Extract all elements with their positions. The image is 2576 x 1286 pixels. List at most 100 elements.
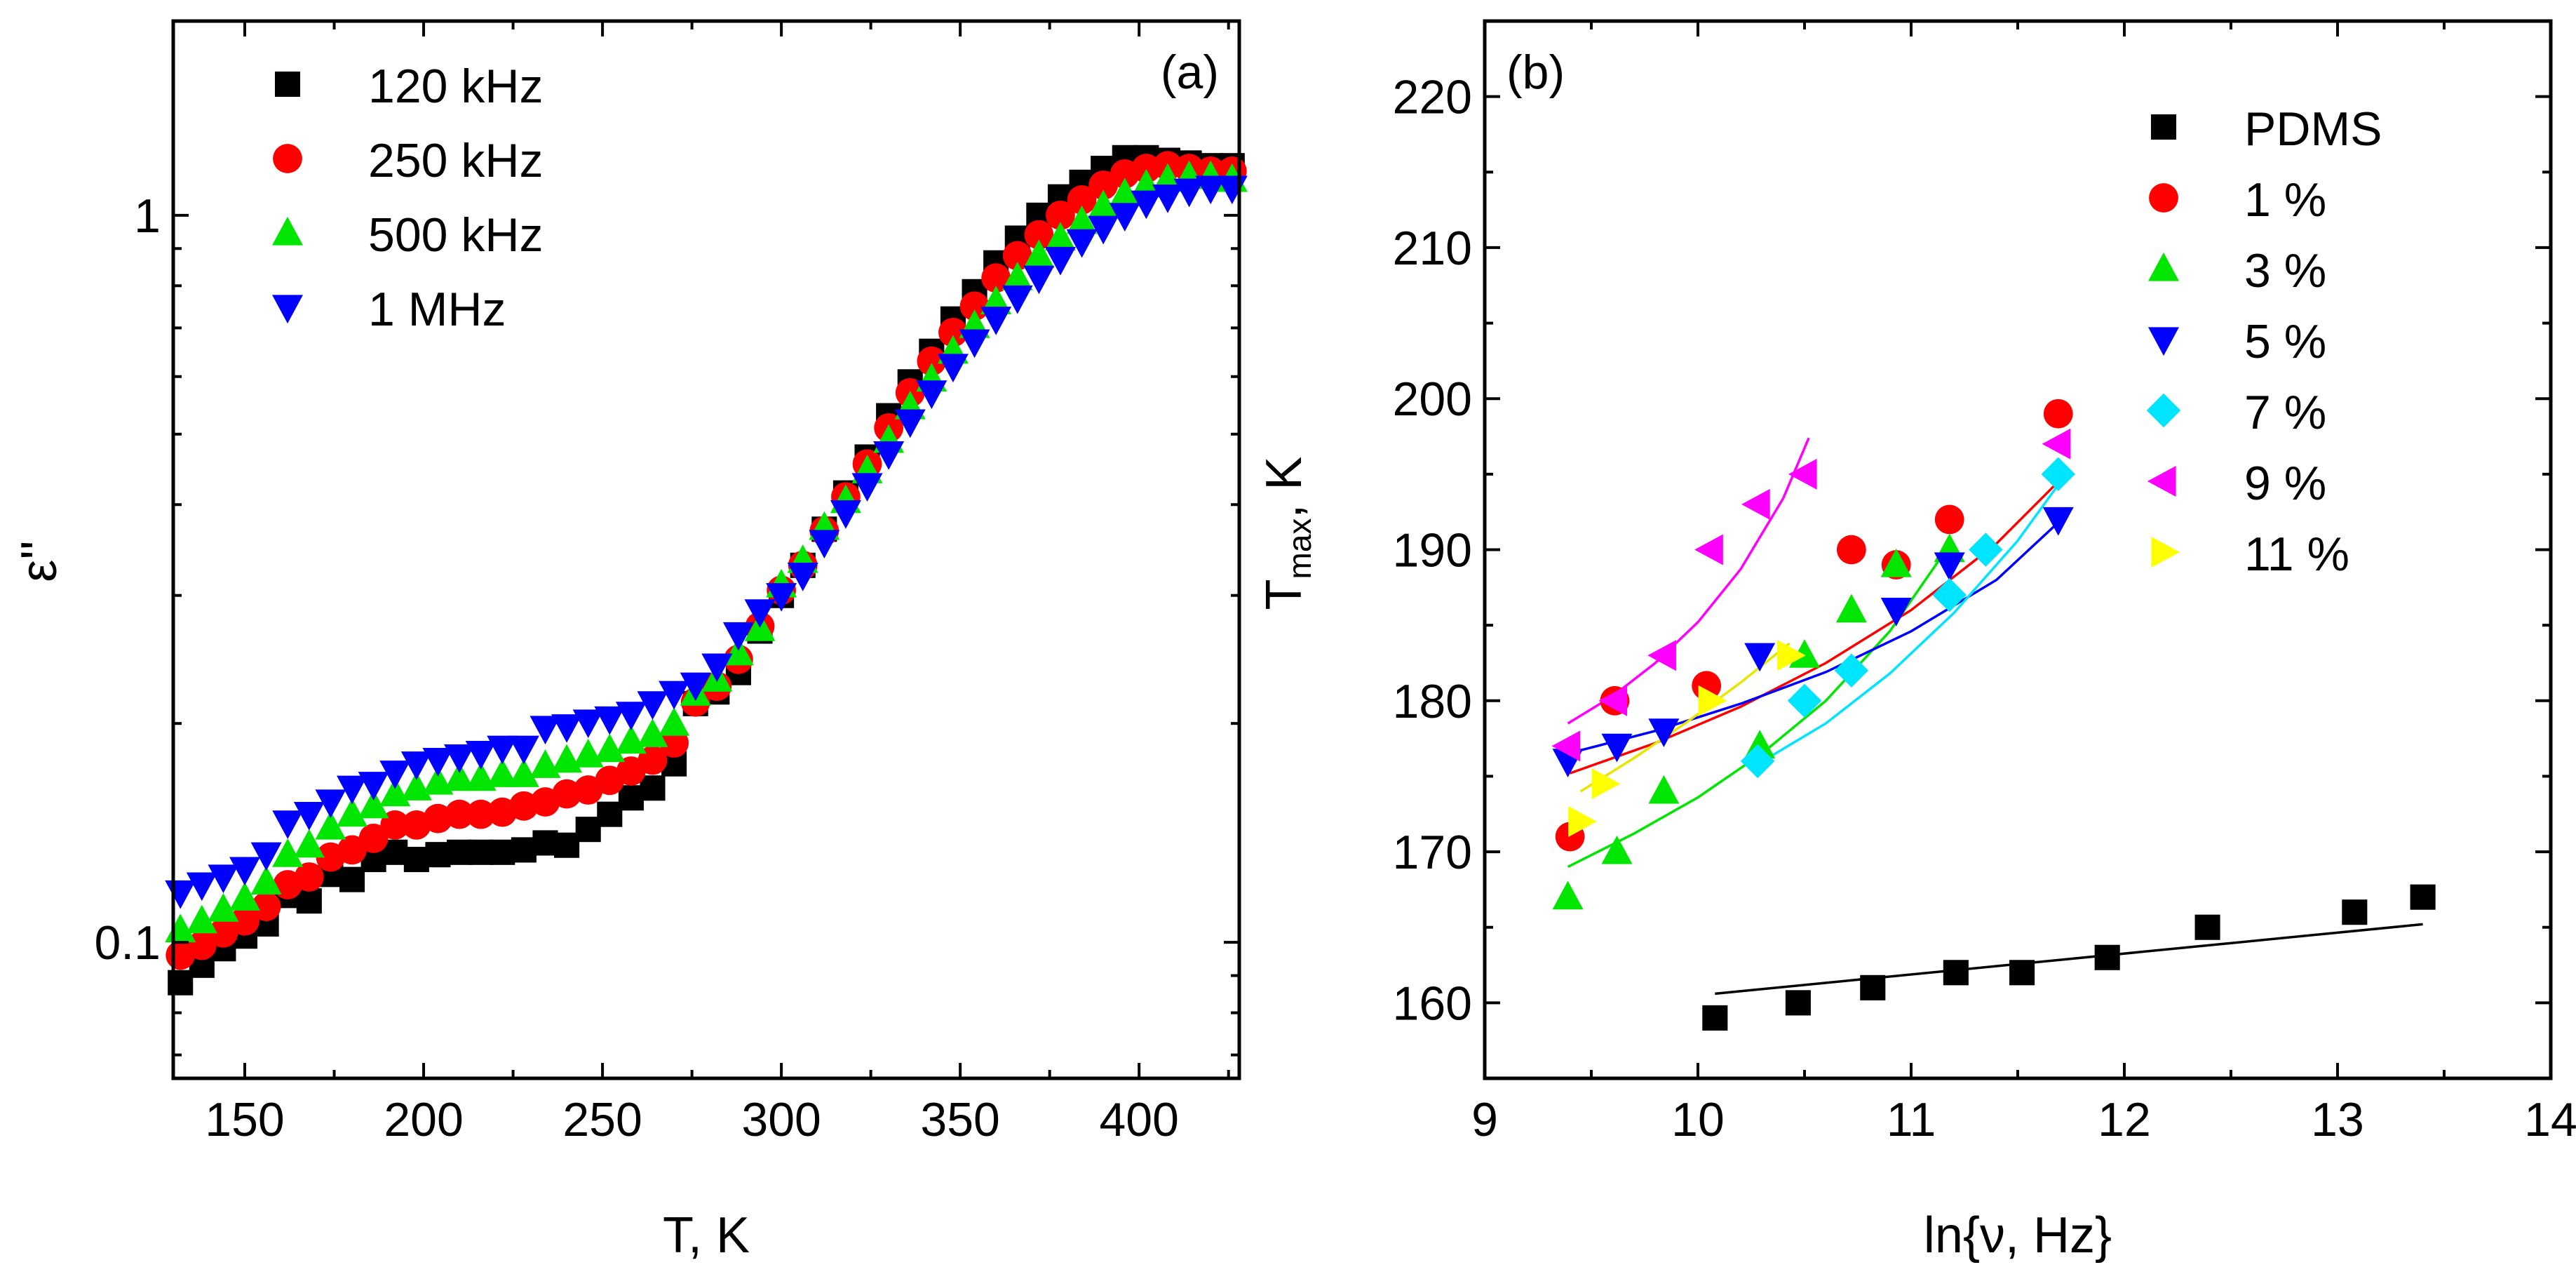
data-point (809, 530, 840, 559)
data-point (1173, 178, 1205, 208)
panel-a-marks (165, 145, 1248, 996)
data-point (2009, 960, 2035, 986)
legend-marker (274, 71, 301, 98)
series-11 (1568, 640, 1806, 838)
legend-label: 11 % (2244, 528, 2349, 581)
data-point (1880, 548, 1912, 577)
legend-marker (272, 216, 303, 246)
data-point (959, 329, 990, 359)
data-point (1601, 733, 1633, 763)
panel-a-ylabel: ε'' (11, 540, 67, 582)
data-point (551, 714, 583, 743)
data-point (1698, 685, 1727, 716)
data-point (296, 888, 322, 914)
data-point (554, 832, 580, 858)
data-point (487, 735, 518, 765)
data-point (1066, 229, 1098, 258)
legend-entry-120-khz: 120 kHz (274, 60, 543, 113)
data-point (1702, 1005, 1728, 1031)
data-point (1648, 775, 1680, 804)
legend-entry-3: 3 % (2148, 244, 2326, 297)
legend-entry-250-khz: 250 kHz (273, 134, 543, 187)
data-point (293, 829, 325, 858)
data-point (1788, 458, 1817, 490)
series-7 (1740, 457, 2075, 779)
data-point (744, 599, 776, 628)
x-tick-label: 11 (1887, 1093, 1936, 1146)
y-tick-label: 160 (1393, 977, 1472, 1030)
series-pdms (1702, 884, 2436, 1031)
data-point (337, 798, 368, 827)
data-point (1789, 639, 1820, 668)
data-point (572, 709, 604, 739)
data-point (337, 835, 367, 865)
data-point (1002, 241, 1032, 271)
data-point (680, 672, 711, 702)
series-5 (1552, 507, 2074, 777)
data-point (1568, 806, 1597, 838)
legend-marker (273, 144, 302, 173)
data-point (1088, 215, 1119, 245)
data-point (597, 801, 623, 827)
data-point (186, 904, 217, 934)
data-point (272, 810, 304, 839)
legend-marker (2147, 466, 2176, 497)
data-point (1836, 535, 1866, 565)
y-tick-label: 210 (1393, 222, 1472, 275)
legend-marker (2151, 537, 2180, 568)
data-point (530, 716, 561, 745)
data-point (1943, 960, 1969, 986)
panel-a: 150 200 250 300 350 400 0.1 1 (a) T, K ε'' 120 … (11, 19, 1248, 1264)
data-point (594, 733, 626, 763)
data-point (637, 718, 668, 747)
panel-b-legend: PDMS 1 % 3 % 5 % 7 % 9 % 11 % (2146, 102, 2382, 581)
data-point (444, 762, 476, 791)
data-point (980, 307, 1012, 335)
data-point (1044, 222, 1076, 251)
data-point (2043, 398, 2073, 429)
data-point (425, 842, 451, 868)
x-tick-label: 14 (2524, 1093, 2576, 1146)
data-point (315, 810, 346, 840)
series-9 (1551, 428, 2071, 762)
data-point (873, 441, 905, 470)
legend-label: 250 kHz (368, 134, 543, 187)
data-point (358, 789, 389, 819)
y-tick-label: 200 (1393, 373, 1472, 426)
data-point (1131, 190, 1162, 220)
data-point (1023, 265, 1055, 295)
panel-b-fits (1567, 437, 2423, 996)
series-3 (1552, 533, 1965, 910)
panel-b-xlabel: ln{ν, Hz} (1924, 1207, 2112, 1264)
x-tick-label: 350 (920, 1093, 999, 1146)
y-tick-label: 180 (1393, 675, 1472, 728)
legend-label: 120 kHz (368, 60, 543, 113)
data-point (530, 749, 561, 778)
data-point (1934, 504, 1964, 535)
panel-b-ticks: 9 10 11 12 13 14 160 170 180 190 200 210 220 (1393, 20, 2576, 1146)
data-point (1785, 990, 1811, 1016)
data-point (1109, 178, 1140, 207)
data-point (851, 473, 883, 502)
data-point (1741, 488, 1770, 520)
data-point (186, 872, 217, 902)
data-point (1002, 285, 1033, 314)
data-point (1648, 718, 1680, 747)
data-point (358, 824, 389, 853)
legend-label: 1 MHz (368, 283, 506, 336)
data-point (787, 563, 818, 591)
data-point (2041, 457, 2075, 492)
data-point (572, 739, 604, 768)
data-point (400, 751, 432, 780)
data-point (466, 799, 496, 829)
data-point (575, 817, 601, 843)
data-point (1694, 534, 1723, 565)
data-point (422, 748, 454, 777)
data-point (917, 346, 947, 376)
legend-marker (2148, 327, 2179, 356)
data-point (208, 893, 239, 922)
data-point (465, 741, 497, 770)
data-point (532, 830, 558, 856)
data-point (618, 785, 644, 811)
